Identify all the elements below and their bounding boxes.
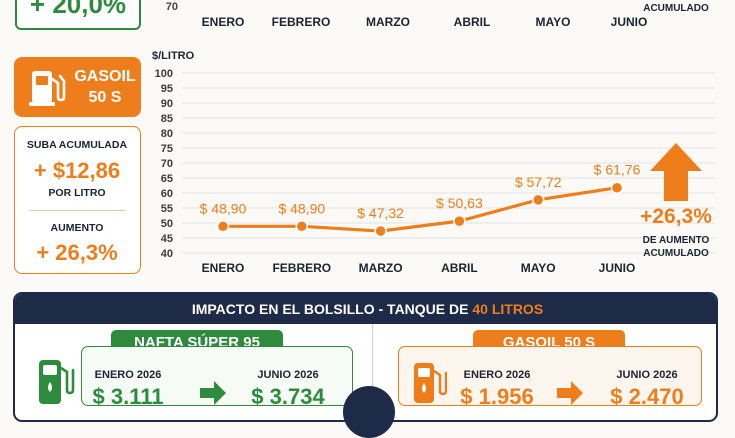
y-tick-label: 65 — [161, 173, 173, 185]
data-label: $ 50,63 — [436, 195, 483, 211]
data-label: $ 61,76 — [594, 162, 641, 178]
price-to: $ 2.470 — [610, 384, 684, 409]
stats-box: SUBA ACUMULADA + $12,86 POR LITRO AUMENT… — [14, 126, 141, 274]
price-to: $ 3.734 — [251, 384, 325, 409]
data-label: $ 48,90 — [278, 200, 325, 216]
prev-accumulated-label: ACUMULADO — [643, 3, 709, 14]
increase-text: DE AUMENTO ACUMULADO — [628, 234, 724, 260]
x-tick-label: ENERO — [202, 261, 245, 275]
data-point — [295, 220, 309, 233]
increase-text-line: ACUMULADO — [643, 248, 709, 259]
y-tick-label: 85 — [161, 113, 173, 125]
increase-text-line: DE AUMENTO — [642, 235, 710, 246]
prev-month-label: FEBRERO — [271, 15, 331, 29]
prev-month-label: MARZO — [366, 15, 410, 29]
increase-percent: +26,3% — [640, 205, 712, 228]
y-tick-label: 80 — [161, 128, 173, 140]
date-to: JUNIO 2026 — [616, 369, 678, 381]
data-point — [453, 214, 466, 228]
x-tick-label: MAYO — [521, 261, 556, 275]
series-line — [221, 186, 619, 233]
arrow-right-icon — [200, 381, 226, 405]
data-label: $ 47,32 — [357, 205, 404, 221]
date-to: JUNIO 2026 — [257, 369, 319, 381]
data-point — [216, 220, 230, 233]
y-tick-label: 45 — [161, 233, 173, 245]
price-from: $ 3.111 — [92, 384, 164, 409]
center-badge — [343, 386, 395, 438]
prev-increase-percent: + 20,0% — [29, 0, 127, 19]
prev-increase-box: + 20,0% — [15, 0, 141, 30]
prev-month-label: ABRIL — [453, 15, 491, 29]
x-tick-label: ABRIL — [441, 261, 478, 275]
panel-divider — [372, 324, 373, 420]
prev-month-label: JUNIO — [610, 15, 648, 29]
y-tick-label: 70 — [161, 158, 173, 170]
prev-axis-tick: 70 — [165, 1, 178, 13]
date-from: ENERO 2026 — [463, 369, 531, 381]
stats-divider — [29, 210, 125, 211]
data-label: $ 57,72 — [515, 174, 562, 190]
pocket-impact-title: IMPACTO EN EL BOLSILLO - TANQUE DE 40 LI… — [15, 294, 716, 324]
fuel-name: GASOIL — [74, 68, 136, 85]
accumulated-rise-value: + $12,86 — [33, 158, 121, 183]
price-from: $ 1.956 — [460, 384, 534, 409]
y-tick-label: 60 — [161, 188, 173, 200]
price-line-chart: 40 45 50 55 60 65 70 75 80 85 90 95 100 $ 48,90 $ 48,… — [155, 68, 715, 275]
date-from: ENERO 2026 — [94, 369, 162, 381]
data-point — [531, 193, 545, 207]
y-axis-label: $/LITRO — [152, 50, 195, 62]
y-tick-label: 95 — [161, 83, 173, 95]
fuel-pump-icon — [414, 363, 447, 403]
arrow-right-icon — [557, 381, 583, 405]
prev-month-label: MAYO — [535, 15, 571, 29]
pocket-impact-title-text: IMPACTO EN EL BOLSILLO - TANQUE DE — [191, 301, 473, 317]
y-tick-label: 40 — [161, 248, 173, 260]
accumulated-rise-unit: POR LITRO — [48, 187, 106, 199]
fuel-pump-icon — [39, 360, 75, 404]
y-tick-label: 90 — [161, 98, 173, 110]
accumulated-rise-label: SUBA ACUMULADA — [26, 139, 128, 151]
y-tick-label: 55 — [161, 203, 173, 215]
fuel-badge: GASOIL 50 S — [14, 57, 141, 117]
x-tick-label: FEBRERO — [272, 261, 331, 275]
increase-label: AUMENTO — [50, 222, 104, 234]
x-tick-label: MARZO — [359, 261, 403, 275]
gasoil-price-card: ENERO 2026 $ 1.956 JUNIO 2026 $ 2.470 — [398, 346, 702, 409]
increase-value: + 26,3% — [36, 240, 118, 265]
prev-month-label: ENERO — [201, 15, 245, 29]
data-label: $ 48,90 — [200, 200, 247, 216]
fuel-pump-icon — [29, 71, 66, 106]
data-point — [610, 181, 624, 194]
fuel-grade: 50 S — [88, 89, 122, 106]
y-tick-label: 50 — [161, 218, 173, 230]
y-tick-label: 75 — [161, 143, 173, 155]
tank-size: 40 LITROS — [472, 301, 544, 317]
up-arrow-icon — [650, 143, 702, 201]
data-point — [374, 224, 387, 238]
nafta-price-card: ENERO 2026 $ 3.111 JUNIO 2026 $ 3.734 — [81, 346, 353, 409]
x-tick-label: JUNIO — [599, 261, 636, 275]
y-tick-label: 100 — [155, 68, 173, 80]
